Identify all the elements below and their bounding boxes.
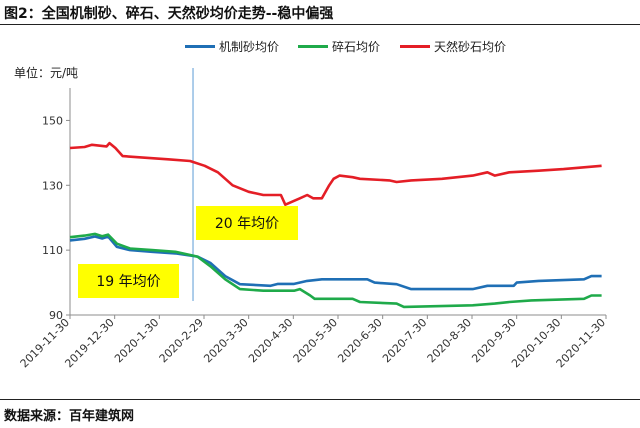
legend-swatch-natural-sand bbox=[400, 45, 430, 48]
legend-item-crushed-stone: 碎石均价 bbox=[298, 38, 380, 55]
series-line-crushed-stone bbox=[69, 232, 602, 309]
series-line-natural-sand bbox=[69, 141, 602, 206]
legend-swatch-manufactured-sand bbox=[185, 45, 215, 48]
legend-item-natural-sand: 天然砂石均价 bbox=[400, 38, 506, 55]
legend-swatch-crushed-stone bbox=[298, 45, 328, 48]
x-tick-label: 2020-8-30 bbox=[425, 316, 474, 365]
y-tick-label: 130 bbox=[42, 179, 63, 192]
legend-label-crushed-stone: 碎石均价 bbox=[332, 40, 381, 54]
x-tick-label: 2020-1-30 bbox=[112, 316, 161, 365]
y-tick-label: 150 bbox=[42, 114, 63, 127]
unit-label: 单位：元/吨 bbox=[14, 66, 79, 80]
x-tick-label: 2020-2-29 bbox=[157, 316, 206, 365]
legend: 机制砂均价 碎石均价 天然砂石均价 bbox=[0, 38, 640, 54]
legend-label-natural-sand: 天然砂石均价 bbox=[434, 40, 507, 54]
footer-rule bbox=[0, 399, 640, 400]
x-tick-label: 2020-7-30 bbox=[380, 316, 429, 365]
x-tick-label: 2020-6-30 bbox=[335, 316, 384, 365]
legend-label-manufactured-sand: 机制砂均价 bbox=[219, 40, 280, 54]
legend-item-manufactured-sand: 机制砂均价 bbox=[185, 38, 279, 55]
x-tick-label: 2020-3-30 bbox=[201, 316, 250, 365]
y-tick-label: 90 bbox=[49, 309, 63, 322]
x-tick-label: 2020-4-30 bbox=[246, 316, 295, 365]
chart-title: 图2：全国机制砂、碎石、天然砂均价走势--稳中偏强 bbox=[4, 6, 334, 22]
x-tick-label: 2020-5-30 bbox=[291, 316, 340, 365]
callout-2019-average: 19 年均价 bbox=[78, 264, 179, 298]
source-note: 数据来源：百年建筑网 bbox=[4, 409, 135, 424]
callout-2020-average: 20 年均价 bbox=[196, 206, 298, 240]
title-rule bbox=[0, 24, 640, 25]
series-line-manufactured-sand bbox=[69, 235, 602, 291]
y-tick-label: 110 bbox=[42, 244, 63, 257]
